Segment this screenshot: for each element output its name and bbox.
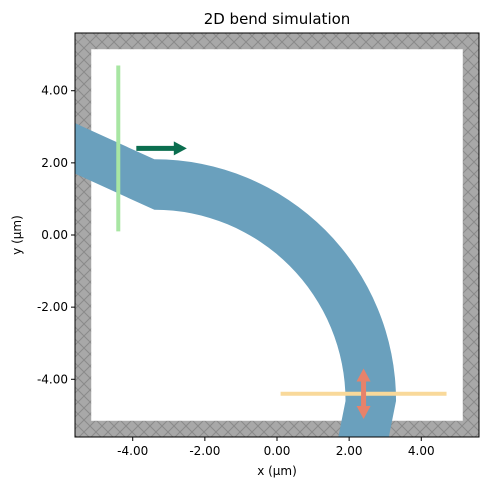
monitor-direction-arrow — [356, 368, 371, 419]
x-tick-label: 2.00 — [336, 444, 363, 458]
source-direction-arrow — [136, 141, 187, 156]
waveguide-bend — [75, 123, 397, 437]
y-axis-ticks: -4.00 -2.00 0.00 2.00 4.00 — [37, 84, 75, 386]
x-tick-label: 0.00 — [264, 444, 291, 458]
y-tick-label: 2.00 — [41, 156, 68, 170]
y-tick-label: -4.00 — [37, 372, 68, 386]
chart-title: 2D bend simulation — [204, 10, 351, 28]
y-tick-label: -2.00 — [37, 300, 68, 314]
x-axis-ticks: -4.00 -2.00 0.00 2.00 4.00 — [117, 437, 435, 458]
y-tick-label: 0.00 — [41, 228, 68, 242]
x-tick-label: -2.00 — [189, 444, 220, 458]
plot-area — [75, 33, 479, 437]
x-tick-label: 4.00 — [408, 444, 435, 458]
x-tick-label: -4.00 — [117, 444, 148, 458]
y-axis-label: y (µm) — [10, 215, 24, 255]
x-axis-label: x (µm) — [257, 464, 297, 478]
y-tick-label: 4.00 — [41, 84, 68, 98]
